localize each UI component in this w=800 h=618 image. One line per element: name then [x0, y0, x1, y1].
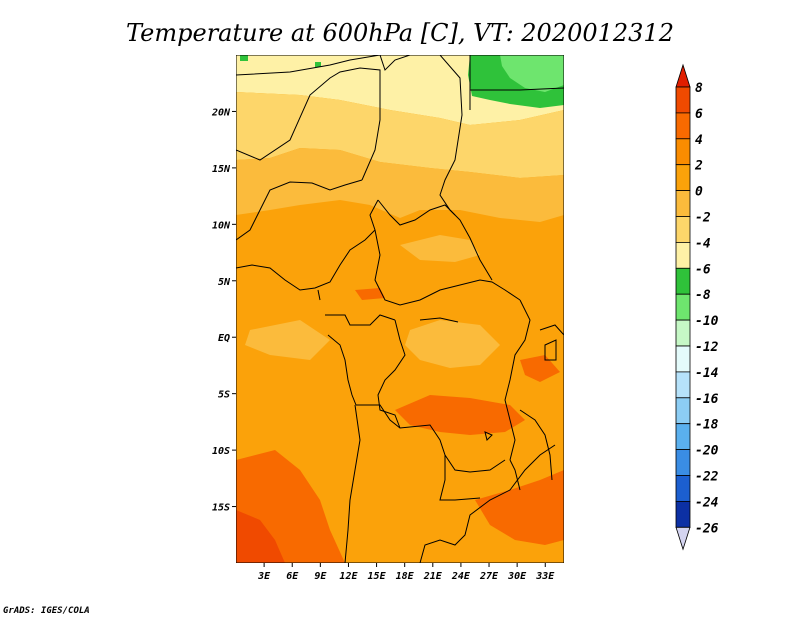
y-axis: 20N 15N 10N 5N EQ 5S 10S 15S [211, 107, 236, 514]
y-tick-label: 15S [212, 503, 230, 514]
field-region-mid [236, 148, 564, 222]
colorbar-segment [675, 241, 691, 269]
field-hot-4 [520, 355, 560, 382]
colorbar-segment [675, 423, 691, 451]
colorbar-segment [675, 86, 691, 114]
colorbar-label: -2 [695, 211, 711, 226]
map-borders [236, 55, 564, 563]
colorbar-segment [675, 345, 691, 373]
colorbar-label: 4 [695, 133, 703, 148]
field-region-green-light [500, 55, 564, 92]
colorbar-label: -16 [695, 392, 719, 407]
colorbar-label: -12 [695, 340, 719, 355]
y-tick-label: 15N [212, 164, 231, 175]
field-patch-2 [245, 320, 330, 360]
colorbar-segment [675, 164, 691, 191]
field-region-green-dot [240, 55, 248, 61]
colorbar-label: 2 [694, 159, 703, 174]
field-hot-5 [355, 288, 385, 300]
colorbar-segment [675, 371, 691, 399]
x-tick-label: 21E [423, 571, 443, 582]
colorbar-segment [675, 293, 691, 321]
y-tick-label: 5N [218, 277, 231, 288]
colorbar-segment [675, 319, 691, 347]
x-tick-label: 27E [479, 571, 499, 582]
colorbar-segment [675, 500, 691, 528]
colorbar-label: -20 [695, 444, 719, 459]
x-tick-label: 3E [257, 571, 271, 582]
y-tick-label: 10S [212, 446, 230, 457]
colorbar-segment [675, 475, 691, 502]
colorbar: 8 6 4 2 0 -2 -4 -6 -8 -10 -12 -14 -16 -18 -20 -22 -24 -26 [675, 63, 719, 551]
x-tick-label: 12E [339, 571, 358, 582]
colorbar-label: -22 [695, 470, 719, 485]
field-patch-3 [400, 235, 480, 262]
field-hot-3 [475, 470, 564, 545]
colorbar-segment [675, 138, 691, 166]
field-hottest [236, 510, 285, 563]
y-tick-label: 5S [218, 390, 230, 401]
y-tick-label: 20N [211, 107, 231, 118]
x-tick-label: 9E [314, 571, 327, 582]
colorbar-segment [675, 267, 691, 295]
x-tick-label: 30E [507, 571, 527, 582]
field-region-green-dot2 [315, 62, 321, 67]
y-tick-label: EQ [218, 333, 230, 344]
colorbar-label: -24 [695, 495, 719, 510]
colorbar-segment [675, 216, 691, 243]
colorbar-label: -8 [695, 288, 711, 303]
x-tick-label: 15E [368, 571, 387, 582]
colorbar-segment [675, 190, 691, 217]
credit-label: GrADS: IGES/COLA [3, 606, 90, 616]
colorbar-label: -14 [695, 366, 719, 381]
colorbar-top-arrow [675, 63, 691, 88]
colorbar-label: 0 [695, 185, 703, 200]
plot-area [236, 55, 564, 563]
colorbar-label: -18 [695, 418, 719, 433]
colorbar-segment [675, 397, 691, 425]
x-tick-label: 33E [535, 571, 555, 582]
field-region-light [236, 92, 564, 178]
x-tick-label: 24E [451, 571, 471, 582]
chart-title: Temperature at 600hPa [C], VT: 202001231… [126, 19, 674, 47]
colorbar-label: -4 [695, 236, 711, 251]
x-tick-label: 6E [286, 571, 299, 582]
colorbar-label: -10 [695, 314, 719, 329]
colorbar-label: -26 [695, 521, 719, 536]
colorbar-bottom-arrow [675, 526, 691, 551]
y-tick-label: 10N [212, 220, 231, 231]
colorbar-label: 8 [695, 81, 703, 96]
colorbar-label: -6 [695, 262, 711, 277]
colorbar-label: 6 [695, 107, 703, 122]
x-tick-label: 18E [396, 571, 415, 582]
x-axis: 3E 6E 9E 12E 15E 18E 21E 24E 27E 30E 33E [257, 563, 555, 582]
colorbar-segment [675, 449, 691, 476]
colorbar-segment [675, 112, 691, 140]
field-patch-1 [405, 320, 500, 368]
